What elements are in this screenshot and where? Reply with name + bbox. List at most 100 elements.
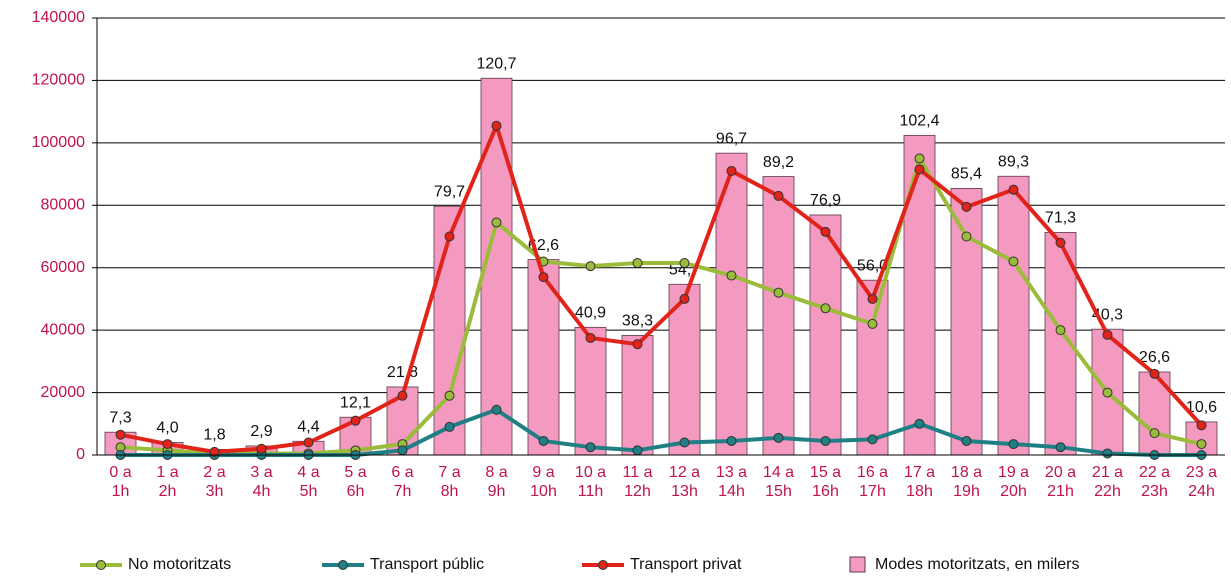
x-tick-label: 14 a 15h (762, 464, 795, 500)
data-label: 4,0 (156, 420, 178, 437)
data-label: 21,8 (387, 364, 418, 381)
bar (809, 214, 842, 456)
x-tick-label: 5 a 6h (344, 464, 367, 500)
point (1196, 439, 1207, 450)
x-tick-label: 16 a 17h (856, 464, 889, 500)
data-label: 102,4 (899, 113, 939, 130)
point (303, 437, 314, 448)
data-label: 2,9 (250, 423, 272, 440)
data-label: 26,6 (1139, 349, 1170, 366)
point (1102, 387, 1113, 398)
point (1102, 329, 1113, 340)
point (444, 390, 455, 401)
x-tick-label: 19 a 20h (997, 464, 1030, 500)
data-label: 1,8 (203, 427, 225, 444)
point (491, 404, 502, 415)
bar (527, 259, 560, 456)
point (679, 437, 690, 448)
point (679, 293, 690, 304)
point (961, 231, 972, 242)
point (632, 258, 643, 269)
point (444, 231, 455, 242)
data-label: 40,9 (575, 305, 606, 322)
point (632, 339, 643, 350)
data-label: 89,2 (763, 154, 794, 171)
point (1055, 325, 1066, 336)
x-tick-label: 4 a 5h (297, 464, 320, 500)
x-tick-label: 13 a 14h (715, 464, 748, 500)
data-label: 120,7 (476, 55, 516, 72)
bar (997, 175, 1030, 456)
bar (668, 283, 701, 456)
x-tick-label: 2 a 3h (203, 464, 226, 500)
point (773, 190, 784, 201)
point (961, 201, 972, 212)
point (162, 439, 173, 450)
point (820, 303, 831, 314)
data-label: 56,0 (857, 257, 888, 274)
legend-label: Transport públic (370, 556, 484, 573)
data-label: 7,3 (109, 409, 131, 426)
x-tick-label: 23 a 24h (1185, 464, 1218, 500)
x-tick-label: 10 a 11h (574, 464, 607, 500)
x-tick-label: 1 a 2h (156, 464, 179, 500)
x-tick-label: 15 a 16h (809, 464, 842, 500)
x-tick-label: 17 a 18h (903, 464, 936, 500)
point (115, 429, 126, 440)
y-tick-label: 20000 (41, 384, 86, 401)
point (867, 318, 878, 329)
bar (950, 188, 983, 456)
data-label: 71,3 (1045, 210, 1076, 227)
point (1149, 428, 1160, 439)
point (397, 390, 408, 401)
point (726, 435, 737, 446)
point (1102, 448, 1113, 459)
point (726, 165, 737, 176)
x-tick-label: 11 a 12h (622, 464, 653, 500)
x-tick-label: 9 a 10h (530, 464, 557, 500)
point (1055, 237, 1066, 248)
point (256, 443, 267, 454)
point (914, 164, 925, 175)
point (773, 287, 784, 298)
point (538, 272, 549, 283)
y-tick-label: 120000 (32, 72, 85, 89)
data-label: 38,3 (622, 313, 653, 330)
point (1149, 368, 1160, 379)
x-tick-label: 3 a 4h (250, 464, 273, 500)
point (585, 332, 596, 343)
line (120, 156, 1202, 456)
point (491, 217, 502, 228)
point (1008, 256, 1019, 267)
point (350, 415, 361, 426)
x-tick-label: 7 a 8h (438, 464, 461, 500)
point (773, 432, 784, 443)
data-label: 79,7 (434, 183, 465, 200)
point (585, 261, 596, 272)
point (867, 434, 878, 445)
legend-label: Transport privat (630, 556, 742, 573)
point (491, 120, 502, 131)
bar (433, 205, 466, 456)
x-tick-label: 12 a 13h (668, 464, 701, 500)
data-label: 4,4 (297, 418, 319, 435)
bar (574, 326, 607, 456)
legend-marker (598, 560, 608, 570)
data-label: 96,7 (716, 130, 747, 147)
x-tick-label: 20 a 21h (1044, 464, 1077, 500)
y-tick-label: 100000 (32, 134, 85, 151)
point (632, 445, 643, 456)
y-tick-label: 0 (76, 446, 85, 463)
data-label: 12,1 (340, 394, 371, 411)
line (120, 407, 1202, 457)
point (914, 153, 925, 164)
y-tick-label: 40000 (41, 321, 86, 338)
legend-label: No motoritzats (128, 556, 231, 573)
legend-label: Modes motoritzats, en milers (875, 556, 1080, 573)
point (1055, 442, 1066, 453)
point (585, 442, 596, 453)
data-label: 89,3 (998, 153, 1029, 170)
y-tick-label: 140000 (32, 9, 85, 26)
